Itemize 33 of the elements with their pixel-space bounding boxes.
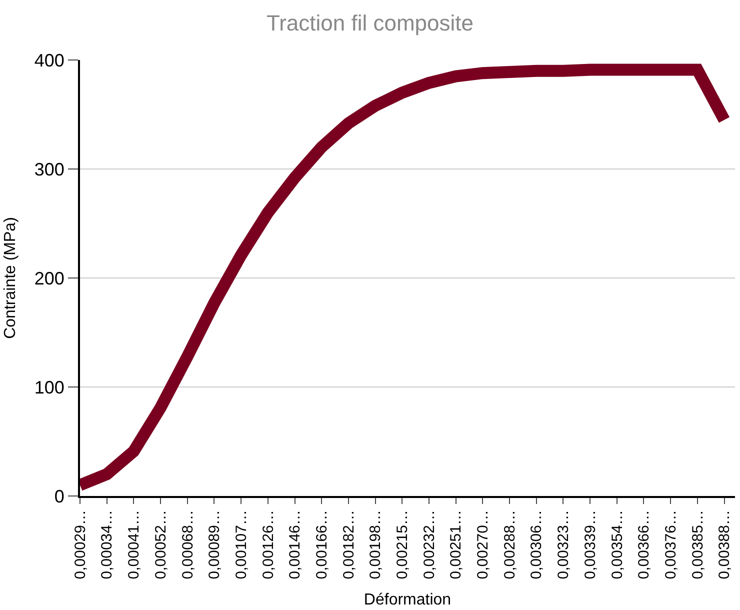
x-tick-label: 0,00232… (420, 510, 438, 580)
x-tick-label: 0,00354… (608, 510, 626, 580)
x-tick-label: 0,00323… (555, 510, 572, 580)
x-tick-label: 0,00270… (474, 510, 492, 580)
x-tick-label: 0,00146… (286, 510, 304, 580)
x-tick-label: 0,00366… (636, 510, 653, 580)
y-tick-label: 100 (34, 377, 64, 398)
x-axis-title: Déformation (364, 591, 452, 608)
x-tick-label: 0,00198… (367, 510, 384, 580)
y-tick-label: 200 (34, 268, 64, 288)
x-tick-label: 0,00251… (448, 510, 465, 580)
x-tick-label: 0,00041… (126, 510, 143, 580)
x-tick-label: 0,00288… (501, 510, 518, 580)
y-tick-label: 400 (34, 50, 64, 70)
x-tick-label: 0,00376… (662, 510, 680, 580)
y-axis-title: Contrainte (MPa) (2, 217, 19, 339)
x-tick-label: 0,00034… (98, 510, 116, 580)
x-tick-label: 0,00388… (716, 510, 734, 580)
x-tick-label: 0,00339… (582, 510, 599, 580)
y-tick-label: 0 (54, 486, 64, 506)
x-tick-label: 0,00215… (394, 510, 412, 580)
x-tick-label: 0,00089… (206, 510, 224, 580)
x-tick-label: 0,00385… (689, 510, 706, 580)
x-tick-label: 0,00029… (72, 510, 89, 580)
x-tick-label: 0,00166… (313, 510, 330, 580)
x-tick-label: 0,00182… (340, 510, 358, 580)
x-tick-label: 0,00068… (179, 510, 196, 580)
y-tick-label: 300 (34, 159, 64, 180)
x-tick-label: 0,00306… (528, 510, 546, 580)
x-tick-label: 0,00107… (232, 510, 250, 580)
x-tick-label: 0,00052… (152, 510, 170, 580)
x-tick-label: 0,00126… (260, 510, 277, 580)
chart-title: Traction fil composite (266, 10, 474, 36)
